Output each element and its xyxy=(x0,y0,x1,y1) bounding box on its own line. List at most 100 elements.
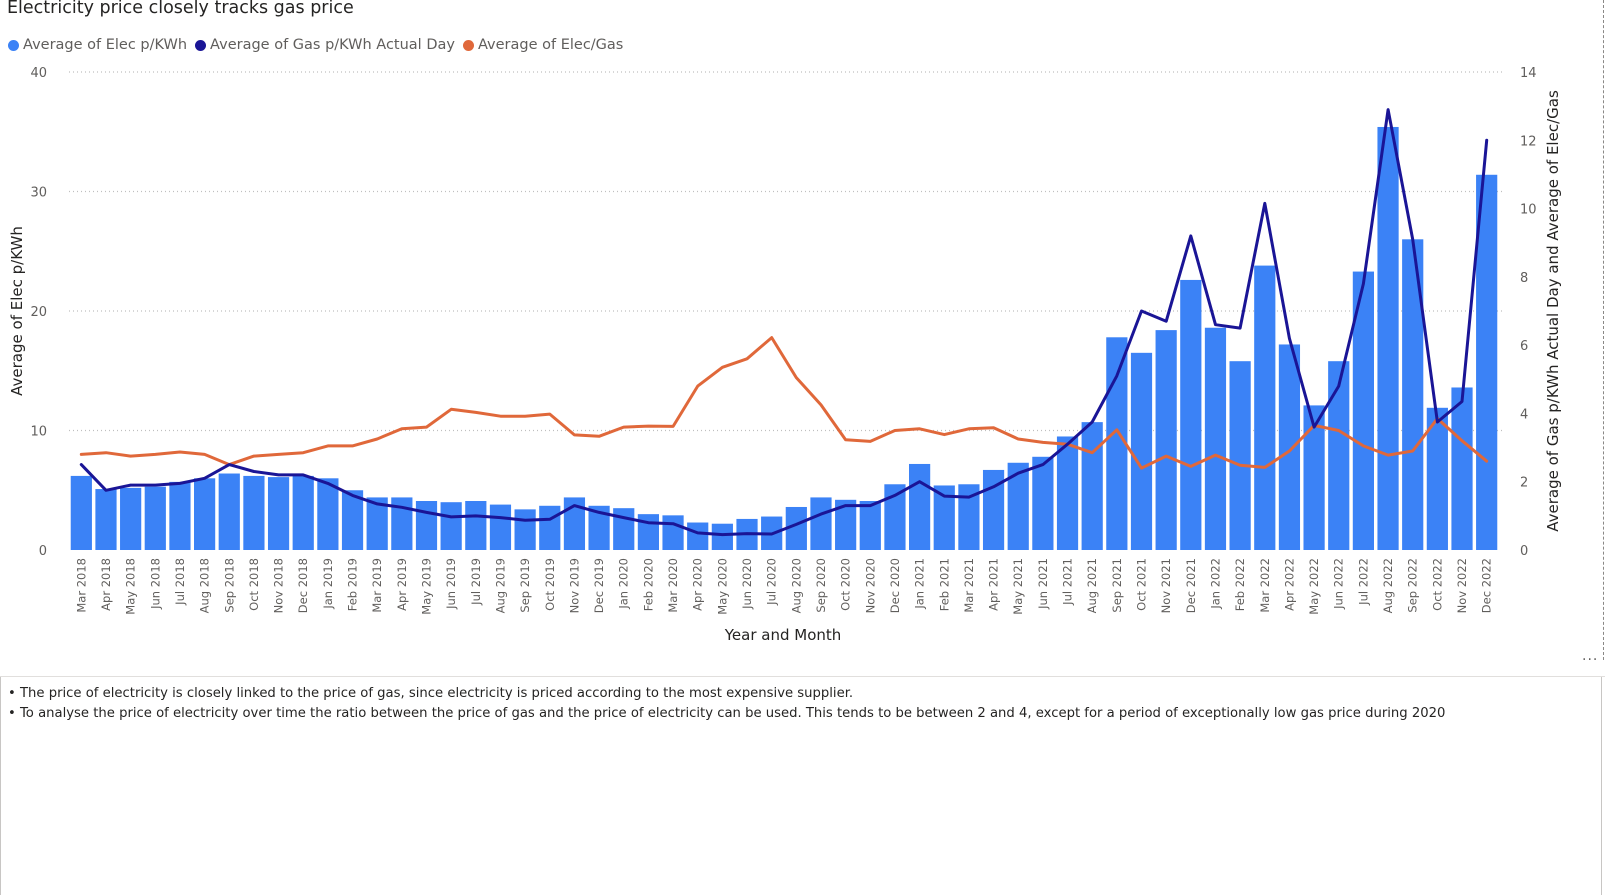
chart-plot[interactable]: 0 10 20 30 40 0 2 4 6 8 10 12 14 Mar 2018 Apr 2018 May … xyxy=(0,0,1600,660)
x-tick-label: Mar 2021 xyxy=(962,558,976,613)
more-options-icon[interactable]: ... xyxy=(1582,648,1599,664)
x-tick-label: Jan 2020 xyxy=(617,558,631,610)
x-tick-label: Jun 2021 xyxy=(1036,558,1050,610)
x-tick-label: Dec 2021 xyxy=(1184,558,1198,613)
bar xyxy=(613,508,635,550)
x-tick-label: Jul 2022 xyxy=(1356,558,1370,606)
bar xyxy=(514,509,536,550)
bar xyxy=(1204,327,1227,550)
x-tick-label: Aug 2021 xyxy=(1085,558,1099,613)
bar xyxy=(859,501,881,550)
bar xyxy=(391,497,413,550)
bar xyxy=(835,499,857,550)
y-tick-label-right: 8 xyxy=(1520,271,1528,286)
bar xyxy=(1081,422,1103,550)
y-axis-title-right: Average of Gas p/KWh Actual Day and Aver… xyxy=(1544,90,1562,532)
x-tick-label: Aug 2018 xyxy=(198,558,212,613)
legend-item-elec[interactable]: Average of Elec p/KWh xyxy=(8,37,187,53)
bar xyxy=(1155,330,1177,550)
bar xyxy=(1106,337,1128,550)
bar xyxy=(711,523,733,550)
x-tick-label: Feb 2020 xyxy=(641,558,655,611)
legend-marker-ratio xyxy=(462,39,474,51)
bar xyxy=(909,463,931,550)
x-tick-label: Dec 2022 xyxy=(1480,558,1494,613)
bar xyxy=(662,515,684,550)
x-tick-label: Jan 2022 xyxy=(1209,558,1223,610)
x-tick-label: Aug 2022 xyxy=(1381,558,1395,613)
bar xyxy=(366,497,388,550)
y-tick-label-left: 10 xyxy=(30,425,47,440)
y-tick-label-left: 20 xyxy=(30,305,47,320)
x-tick-label: Oct 2020 xyxy=(839,558,853,611)
x-tick-label: Mar 2022 xyxy=(1258,558,1272,613)
x-tick-label: Aug 2020 xyxy=(789,558,803,613)
y-tick-label-left: 40 xyxy=(30,66,47,81)
notes-textbox: The price of electricity is closely link… xyxy=(0,677,1602,895)
x-tick-label: Apr 2021 xyxy=(987,558,1001,611)
bar xyxy=(218,473,240,550)
y-tick-label-left: 30 xyxy=(30,186,47,201)
x-tick-label: Jul 2019 xyxy=(469,558,483,606)
bar xyxy=(1032,456,1054,550)
bar xyxy=(194,478,216,550)
bar xyxy=(1303,405,1325,550)
x-tick-label: Oct 2022 xyxy=(1430,558,1444,611)
bar xyxy=(415,501,438,550)
x-tick-label: Aug 2019 xyxy=(494,558,508,613)
x-tick-label: Nov 2019 xyxy=(567,558,581,613)
legend-item-ratio[interactable]: Average of Elec/Gas xyxy=(462,37,623,53)
x-tick-label: May 2022 xyxy=(1307,558,1321,615)
bar xyxy=(1426,407,1448,550)
y-tick-label-right: 12 xyxy=(1520,134,1537,149)
divider xyxy=(0,676,1605,677)
x-tick-label: Jul 2018 xyxy=(173,558,187,606)
bar xyxy=(169,481,191,550)
bar xyxy=(317,478,339,550)
bar xyxy=(933,485,955,550)
note-item: To analyse the price of electricity over… xyxy=(8,704,1601,724)
bar xyxy=(243,475,265,550)
y-tick-label-right: 14 xyxy=(1520,66,1537,81)
legend-item-gas[interactable]: Average of Gas p/KWh Actual Day xyxy=(195,37,455,53)
x-axis-title: Year and Month xyxy=(724,626,842,644)
bar xyxy=(810,497,832,550)
x-tick-label: Apr 2018 xyxy=(99,558,113,611)
legend-marker-elec xyxy=(8,39,19,51)
y-tick-label-right: 0 xyxy=(1520,544,1528,559)
axes: 0 10 20 30 40 0 2 4 6 8 10 12 14 Mar 2018 Apr 2018 May … xyxy=(30,66,1536,615)
x-tick-label: Oct 2019 xyxy=(543,558,557,611)
x-tick-label: Feb 2021 xyxy=(937,558,951,611)
x-tick-label: Jul 2021 xyxy=(1061,558,1075,606)
x-tick-label: Sep 2019 xyxy=(518,558,532,613)
y-tick-label-right: 2 xyxy=(1520,476,1528,491)
bar xyxy=(1229,361,1251,550)
x-tick-label: Dec 2018 xyxy=(296,558,310,613)
bar xyxy=(539,505,561,550)
x-tick-label: Mar 2019 xyxy=(370,558,384,613)
legend-label-elec: Average of Elec p/KWh xyxy=(23,37,188,53)
bar xyxy=(1180,279,1202,550)
bar xyxy=(884,484,906,550)
bar xyxy=(1402,239,1424,551)
x-tick-label: Jun 2020 xyxy=(740,558,754,610)
bar-series-elec xyxy=(70,126,1498,551)
bar xyxy=(95,489,117,550)
y-tick-label-right: 4 xyxy=(1520,407,1528,422)
x-tick-label: Jun 2019 xyxy=(444,558,458,610)
y-tick-label-right: 6 xyxy=(1520,339,1528,354)
note-item: The price of electricity is closely link… xyxy=(8,684,1601,704)
bar xyxy=(1451,387,1473,550)
x-tick-label: Jan 2019 xyxy=(321,558,335,610)
x-tick-label: Nov 2022 xyxy=(1455,558,1469,613)
bar xyxy=(440,502,462,550)
bar xyxy=(1377,126,1399,550)
bar xyxy=(292,475,314,550)
x-tick-label: Dec 2019 xyxy=(592,558,606,613)
bar xyxy=(958,484,980,550)
x-tick-label: Nov 2018 xyxy=(272,558,286,613)
line-gas-price xyxy=(79,108,1489,537)
x-tick-label: Jan 2021 xyxy=(913,558,927,610)
x-tick-label: Oct 2018 xyxy=(247,558,261,611)
bar xyxy=(144,486,166,550)
